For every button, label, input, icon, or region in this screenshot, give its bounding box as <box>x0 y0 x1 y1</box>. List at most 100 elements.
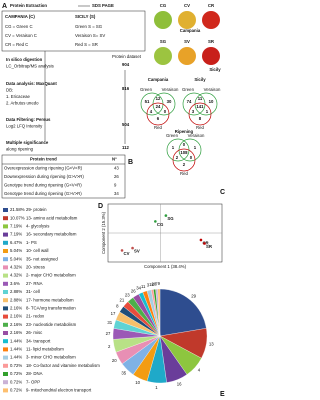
panel-label: A <box>2 3 7 10</box>
legend-name: 13- amino acid metabolism <box>26 215 78 220</box>
legend-swatch <box>3 388 8 393</box>
venn-count: 0 <box>183 142 186 147</box>
table-cell: 43 <box>114 166 119 171</box>
venn-count: 0 <box>164 109 167 114</box>
legend-value: 1.44% <box>10 347 22 352</box>
slice-code: 26 <box>131 289 136 294</box>
slice-code: 13 <box>209 342 214 347</box>
legend-swatch <box>3 240 8 245</box>
table-cell: 34 <box>114 191 119 196</box>
step-count: 112 <box>122 145 130 150</box>
venn-set-label: Red <box>180 171 188 176</box>
venn-count: 24 <box>156 104 161 109</box>
table-cell: Genotype trend during ripening (G>V>R) <box>4 191 82 196</box>
legend-name: 11- lipid metabolism <box>26 347 64 352</box>
fruit-label: CG <box>160 3 167 8</box>
legend-swatch <box>3 331 8 335</box>
y-axis-label: Component 2 (15.3%) <box>101 211 106 254</box>
step-count: 904 <box>122 62 130 67</box>
legend-value: 2.16% <box>10 306 22 311</box>
legend-name: 35- not assigned <box>26 256 58 261</box>
venn-count: 10 <box>209 99 214 104</box>
legend-swatch <box>3 232 8 237</box>
table-header: N° <box>112 157 117 162</box>
venn-title: Campania <box>148 77 169 82</box>
slice-code: 23 <box>125 293 130 298</box>
venn-title: Sicily <box>194 77 206 82</box>
x-axis-label: Component 1 (38.4%) <box>144 264 187 269</box>
pie-slice <box>159 288 207 337</box>
slice-code: 1 <box>155 385 158 390</box>
legend-value: 5.04% <box>10 256 22 261</box>
legend-name: 10- cell wall <box>26 248 48 253</box>
group-row: CG = Green C <box>5 24 33 29</box>
slice-code: 29 <box>191 293 196 298</box>
table-cell: 26 <box>114 174 119 179</box>
legend-swatch <box>3 290 8 294</box>
slice-code: 16 <box>177 382 182 387</box>
legend-swatch <box>3 372 8 376</box>
fruit-label: CV <box>184 3 190 8</box>
legend-swatch <box>3 273 8 278</box>
legend-swatch <box>3 339 8 344</box>
slice-code: 7 <box>155 281 158 286</box>
venn-set-label: Veraison <box>188 133 205 138</box>
step-text: along ripening <box>6 147 34 152</box>
slice-code: 21 <box>120 298 125 303</box>
legend-value: 1.44% <box>10 355 22 360</box>
legend-value: 7.19% <box>10 232 22 237</box>
slice-code: 11 <box>141 284 146 289</box>
slice-code: 8 <box>116 303 119 308</box>
venn-count: 0 <box>190 155 193 160</box>
table-box <box>1 154 126 199</box>
legend-name: 28- DNA <box>26 371 43 376</box>
legend-name: 1- PS <box>26 240 37 245</box>
legend-name: 29- protein <box>26 207 47 212</box>
step-text: Log2 LFQ Intensity <box>6 124 43 129</box>
legend-swatch <box>3 224 8 229</box>
group-box <box>1 10 146 52</box>
step-count: 816 <box>122 86 130 91</box>
venn-count: 2 <box>183 162 186 167</box>
legend-name: 7- OPP <box>26 379 40 384</box>
fruit <box>178 11 196 29</box>
point-label: CG <box>157 222 164 227</box>
step-text: Data Filtering: Persus <box>6 117 51 122</box>
pca-point <box>199 238 203 242</box>
venn-count: 1 <box>194 145 197 150</box>
venn-count: 11 <box>198 96 203 101</box>
legend-name: 2- major CHO metabolism <box>26 273 76 278</box>
legend-value: 10.07% <box>10 215 25 220</box>
table-cell: Genotype trend during ripening (G<V<R) <box>4 183 82 188</box>
slice-code: 31 <box>107 320 112 325</box>
page: {"panel_labels":["A","B","C","D","E"], "… <box>1 2 226 398</box>
legend-name: 27- RNA <box>26 281 43 286</box>
step-text: LC_Orbitrap/MS analysis <box>6 64 54 69</box>
slice-code: 20 <box>112 358 117 363</box>
panel-label: E <box>220 391 225 398</box>
pca-point <box>154 220 157 223</box>
venn-set-label: Red <box>154 125 162 130</box>
legend-name: 23- nucleotide metabolism <box>26 322 77 327</box>
legend-value: 2.16% <box>10 322 22 327</box>
slice-code: 3 <box>147 283 150 288</box>
group-row: Veraison S= SV <box>75 33 105 38</box>
legend-value: 21.58% <box>10 207 25 212</box>
legend-value: 0.72% <box>10 388 22 393</box>
slice-code: 34 <box>136 286 141 291</box>
legend-value: 5.04% <box>10 248 22 253</box>
venn-count: 12 <box>156 96 161 101</box>
legend-value: 6.47% <box>10 240 22 245</box>
venn-count: 108 <box>180 150 188 155</box>
step-text: 1. Ericaceae <box>6 94 30 99</box>
pca-point <box>164 214 168 217</box>
venn-title: Ripening <box>175 129 194 134</box>
table-cell: Overexpression during ripening (G<V<R) <box>4 166 83 171</box>
venn-count: 51 <box>145 99 150 104</box>
legend-swatch <box>3 363 8 368</box>
legend-name: 17- hormone metabolism <box>26 297 74 302</box>
step-title: Protein Extraction <box>10 3 47 8</box>
venn-count: 8 <box>199 116 202 121</box>
legend-name: 21- redox <box>26 314 45 319</box>
fruit-label: SR <box>208 39 215 44</box>
